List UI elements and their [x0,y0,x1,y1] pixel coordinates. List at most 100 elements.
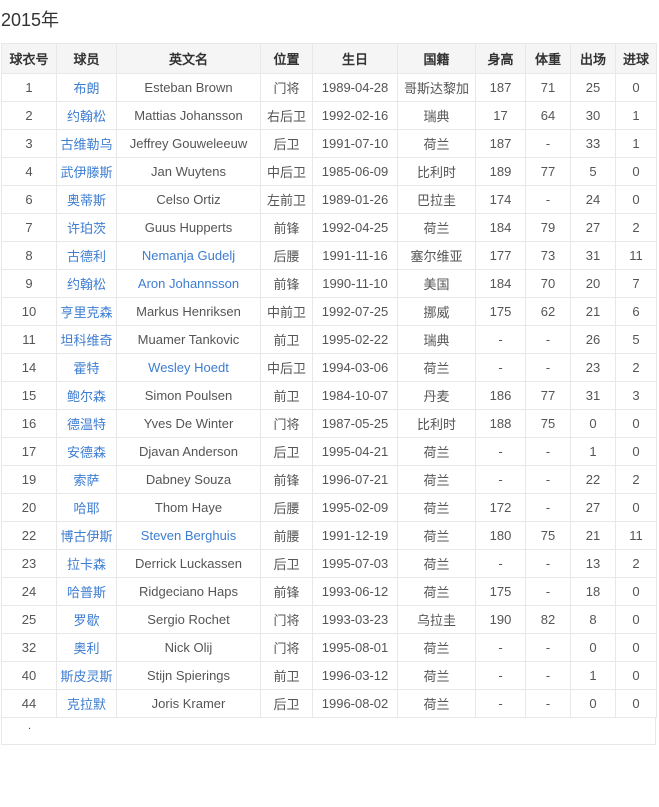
birthday-cell: 1990-11-10 [312,269,398,298]
jersey-number-cell-text: 15 [21,388,37,403]
player-name-link[interactable]: 霍特 [73,361,100,376]
player-name-link[interactable]: 古维勒乌 [60,137,113,152]
jersey-number-cell: 6 [1,185,57,214]
player-name-link[interactable]: 古德利 [66,249,106,264]
weight-cell-text: - [545,472,551,487]
nationality-cell-text: 瑞典 [423,333,450,348]
goals-cell: 0 [615,605,657,634]
english-name-cell: Esteban Brown [116,73,261,102]
jersey-number-cell: 16 [1,409,57,438]
player-name-link[interactable]: 哈普斯 [66,585,106,600]
jersey-number-cell-text: 9 [25,276,33,291]
appearances-cell-text: 1 [589,444,597,459]
jersey-number-cell-text: 8 [25,248,33,263]
table-row: 25 罗歇 Sergio Rochet 门将 1993-03-23 乌拉圭 190 82 8 0 [1,605,657,634]
weight-cell: 75 [525,521,571,550]
birthday-cell-text: 1995-08-01 [321,640,389,655]
english-name-text: Djavan Anderson [138,444,238,459]
english-name-text: Nick Olij [164,640,213,655]
table-row: 10 亨里克森 Markus Henriksen 中前卫 1992-07-25 挪威 175… [1,297,657,326]
appearances-cell-text: 0 [589,640,597,655]
goals-cell: 0 [615,661,657,690]
weight-cell-text: 77 [540,164,556,179]
player-name-link[interactable]: 约翰松 [66,277,106,292]
position-cell-text: 门将 [273,641,300,656]
nationality-cell: 荷兰 [397,549,476,578]
appearances-cell: 24 [570,185,616,214]
english-name-cell: Yves De Winter [116,409,261,438]
player-name-link[interactable]: 奥蒂斯 [66,193,106,208]
weight-cell: - [525,185,571,214]
birthday-cell-text: 1995-02-09 [321,500,389,515]
english-name-text: Stijn Spierings [146,668,231,683]
jersey-number-cell-text: 40 [21,668,37,683]
appearances-cell-text: 33 [585,136,601,151]
position-cell-text: 前腰 [273,529,300,544]
player-name-link[interactable]: 拉卡森 [66,557,106,572]
birthday-cell-text: 1993-03-23 [321,612,389,627]
english-name-text: Guus Hupperts [144,220,233,235]
jersey-number-cell: 25 [1,605,57,634]
english-name-cell: Stijn Spierings [116,661,261,690]
weight-cell-text: - [545,556,551,571]
height-cell: 175 [475,577,526,606]
player-name-link[interactable]: 索萨 [73,473,100,488]
jersey-number-cell-text: 4 [25,164,33,179]
header-player: 球员 [56,43,117,74]
jersey-number-cell: 11 [1,325,57,354]
appearances-cell-text: 5 [589,164,597,179]
table-row: 44 克拉默 Joris Kramer 后卫 1996-08-02 荷兰 - - 0 0 [1,689,657,718]
player-name-link[interactable]: 布朗 [73,81,100,96]
weight-cell: 73 [525,241,571,270]
appearances-cell: 13 [570,549,616,578]
position-cell-text: 右后卫 [266,109,306,124]
player-name-link[interactable]: 坦科维奇 [60,333,113,348]
jersey-number-cell-text: 6 [25,192,33,207]
nationality-cell: 荷兰 [397,465,476,494]
player-name-link[interactable]: 约翰松 [66,109,106,124]
player-name-link[interactable]: 许珀茨 [66,221,106,236]
height-cell-text: - [498,556,503,571]
player-name-link[interactable]: 奥利 [73,641,100,656]
jersey-number-cell: 8 [1,241,57,270]
english-name-cell: Markus Henriksen [116,297,261,326]
appearances-cell: 23 [570,353,616,382]
weight-cell-text: 70 [540,276,556,291]
player-name-cell: 鲍尔森 [56,381,117,410]
birthday-cell-text: 1996-07-21 [321,472,389,487]
nationality-cell-text: 荷兰 [423,585,450,600]
player-name-link[interactable]: 罗歇 [73,613,100,628]
nationality-cell-text: 荷兰 [423,501,450,516]
header-jersey-number: 球衣号 [1,43,57,74]
english-name-link[interactable]: Aron Johannsson [137,276,240,291]
english-name-link[interactable]: Nemanja Gudelj [141,248,236,263]
nationality-cell: 荷兰 [397,521,476,550]
position-cell: 中后卫 [260,157,313,186]
height-cell: 172 [475,493,526,522]
weight-cell: 77 [525,381,571,410]
position-cell: 右后卫 [260,101,313,130]
english-name-link[interactable]: Wesley Hoedt [148,360,229,375]
birthday-cell-text: 1985-06-09 [321,164,389,179]
player-name-link[interactable]: 博古伊斯 [60,529,113,544]
appearances-cell: 1 [570,661,616,690]
player-name-link[interactable]: 安德森 [66,445,106,460]
height-cell: 174 [475,185,526,214]
goals-cell: 3 [615,381,657,410]
english-name-link[interactable]: Steven Berghuis [140,528,237,543]
player-name-link[interactable]: 斯皮灵斯 [60,669,113,684]
goals-cell-text: 5 [632,332,640,347]
birthday-cell-text: 1991-11-16 [322,248,388,263]
birthday-cell-text: 1996-08-02 [321,696,389,711]
player-name-link[interactable]: 哈耶 [73,501,100,516]
player-name-link[interactable]: 武伊滕斯 [60,165,113,180]
player-name-link[interactable]: 德温特 [66,417,106,432]
player-name-link[interactable]: 克拉默 [66,697,106,712]
player-name-link[interactable]: 亨里克森 [60,305,113,320]
appearances-cell: 27 [570,493,616,522]
english-name-cell: Dabney Souza [116,465,261,494]
weight-cell-text: - [545,696,551,711]
goals-cell-text: 2 [632,360,640,375]
player-name-link[interactable]: 鲍尔森 [66,389,106,404]
goals-cell-text: 0 [632,612,640,627]
